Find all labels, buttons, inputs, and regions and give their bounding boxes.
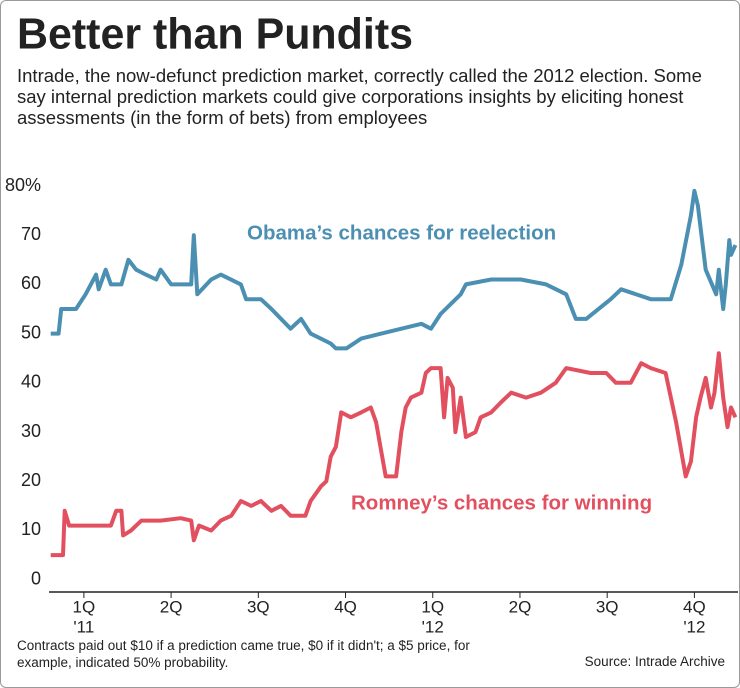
y-tick-label: 50 (21, 322, 41, 342)
x-tick-label: 3Q (247, 597, 270, 616)
source: Source: Intrade Archive (584, 654, 725, 669)
x-year-label: '11 (73, 617, 94, 636)
series-line (50, 351, 738, 558)
y-tick-label: 40 (21, 372, 41, 392)
y-tick-label: 80% (5, 175, 41, 195)
x-tick-label: 2Q (160, 597, 183, 616)
y-tick-label: 10 (21, 519, 41, 539)
x-year-label: '12 (683, 617, 705, 636)
chart-title: Better than Pundits (17, 10, 413, 59)
y-tick-label: 0 (31, 568, 41, 588)
series-label: Obama’s chances for reelection (247, 221, 556, 244)
series-label: Romney’s chances for winning (351, 491, 652, 514)
x-tick-label: 4Q (683, 597, 706, 616)
y-tick-label: 30 (21, 421, 41, 441)
x-tick-label: 1Q (73, 597, 96, 616)
x-tick-label: 4Q (334, 597, 357, 616)
y-tick-label: 70 (21, 224, 41, 244)
x-tick-label: 2Q (509, 597, 532, 616)
x-tick-label: 3Q (596, 597, 619, 616)
y-tick-label: 60 (21, 273, 41, 293)
subtitle: Intrade, the now-defunct prediction mark… (17, 65, 702, 128)
x-tick-label: 1Q (421, 597, 444, 616)
x-year-label: '12 (422, 617, 444, 636)
footnote: Contracts paid out $10 if a prediction c… (17, 638, 470, 670)
series-line (50, 188, 738, 351)
y-tick-label: 20 (21, 470, 41, 490)
